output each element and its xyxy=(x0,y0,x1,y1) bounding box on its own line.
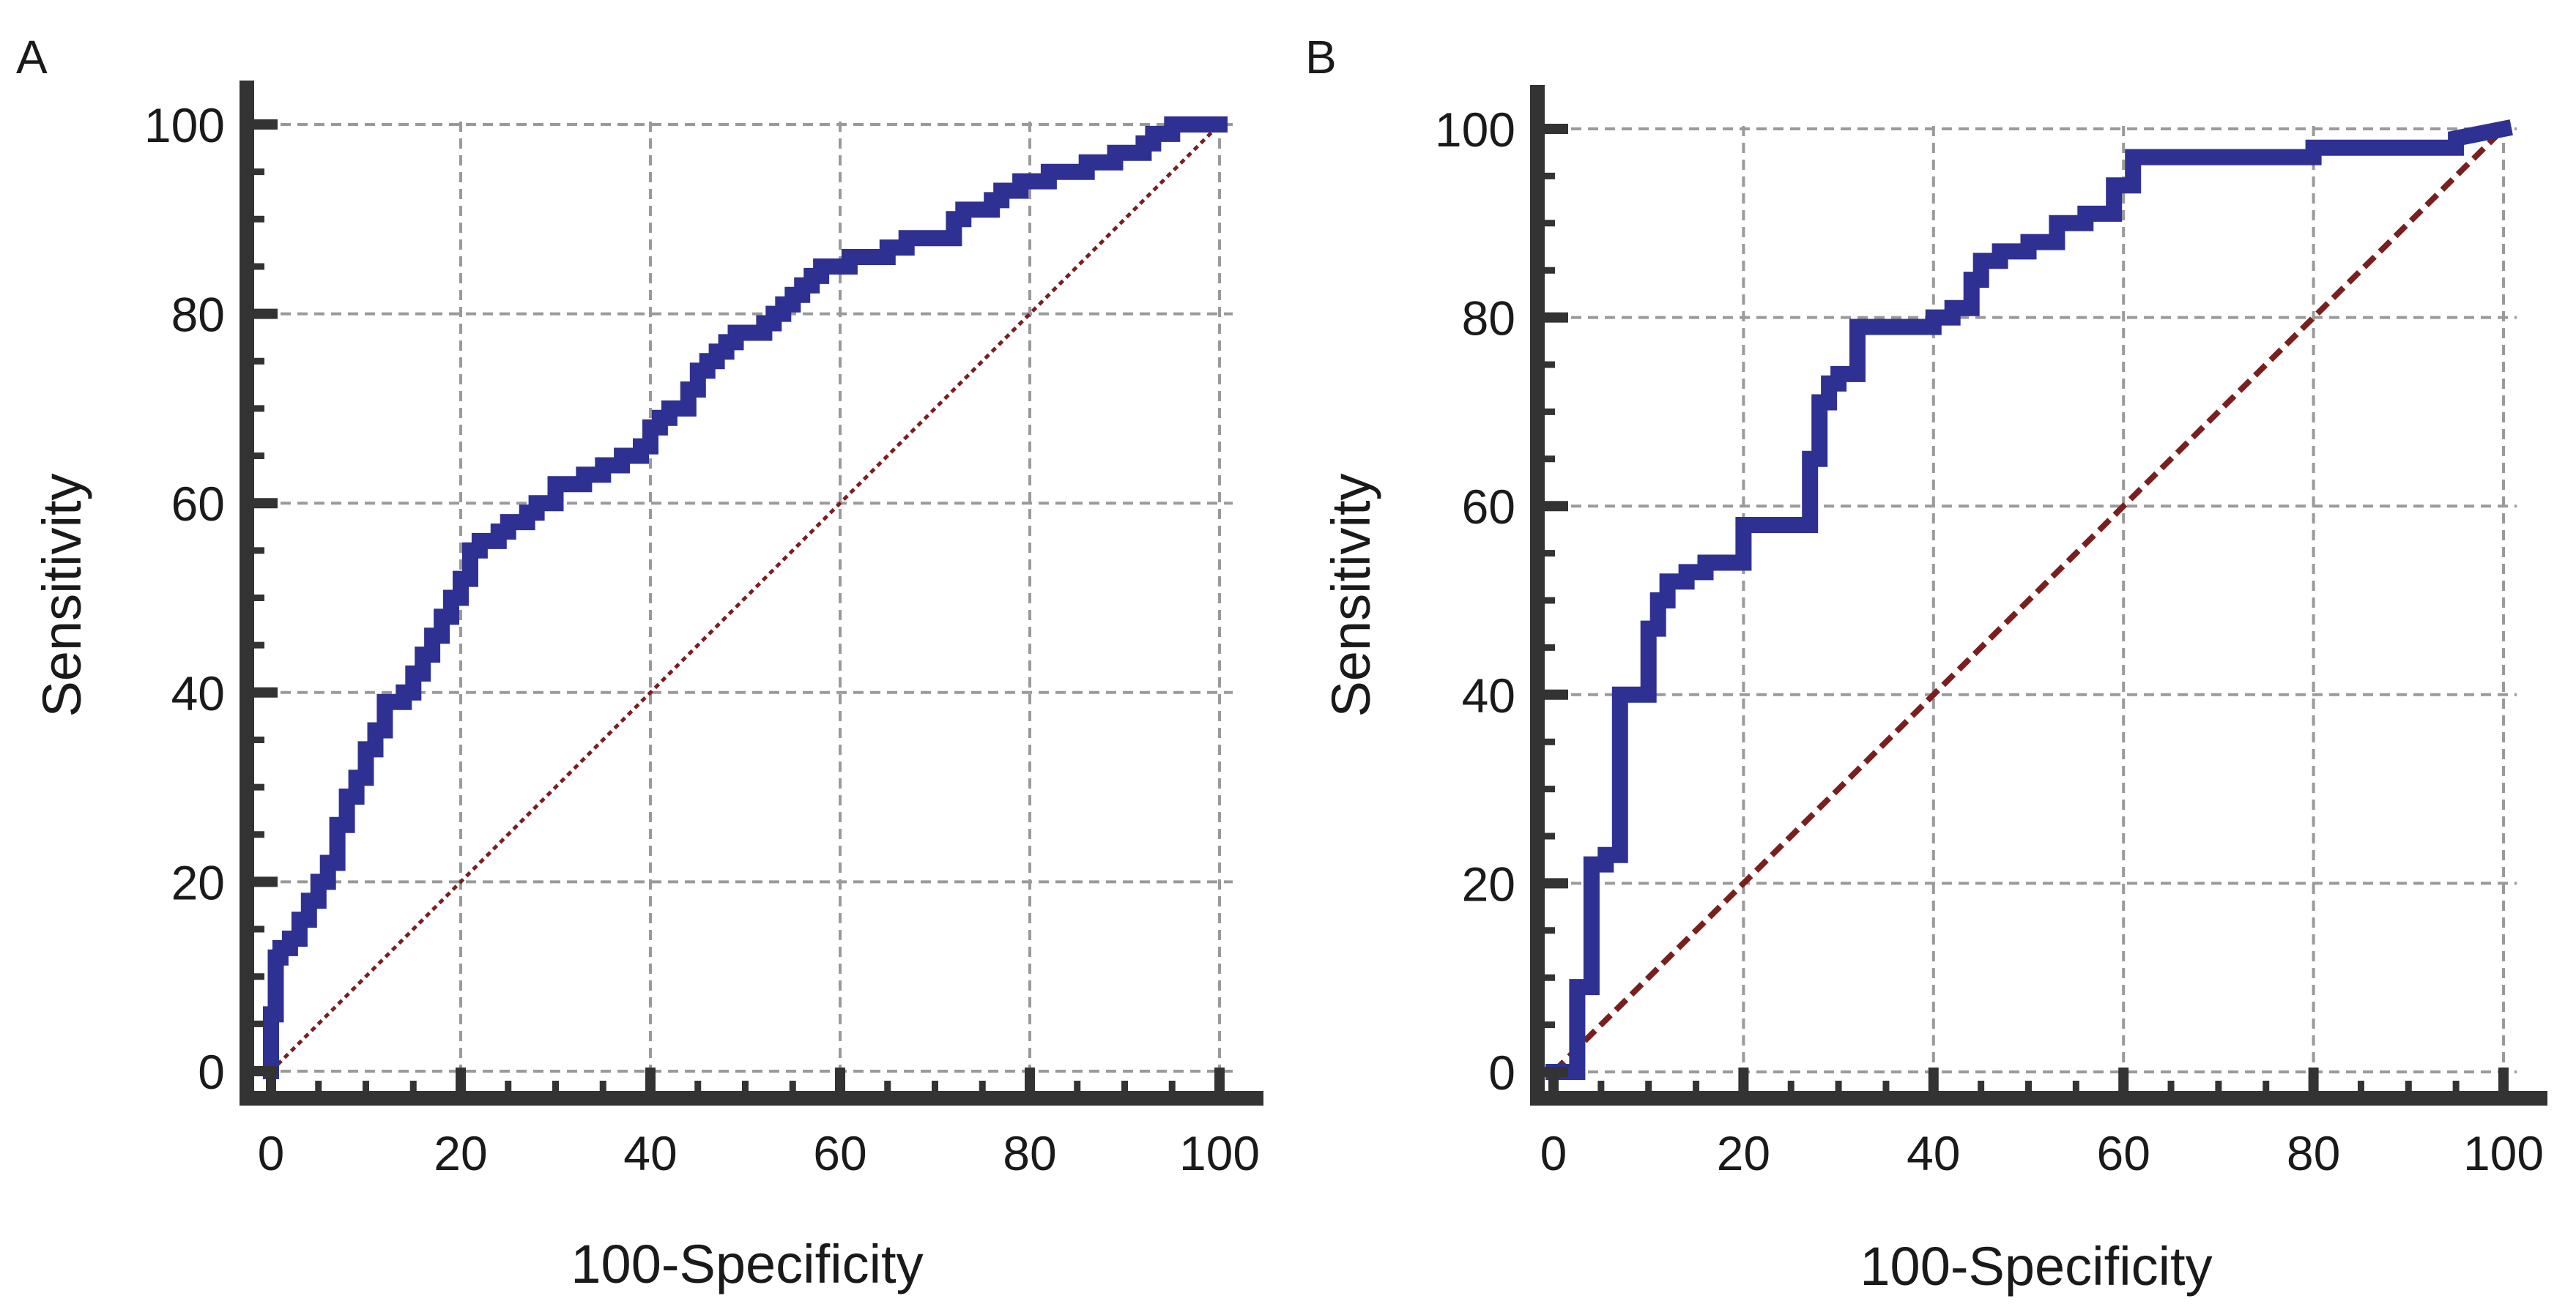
y-tick-label: 100 xyxy=(144,98,225,152)
y-tick-label: 20 xyxy=(171,855,225,909)
x-tick-label: 20 xyxy=(434,1126,487,1180)
x-tick-label: 40 xyxy=(623,1126,677,1180)
x-tick-label: 100 xyxy=(1179,1126,1260,1180)
y-tick-label: 100 xyxy=(1435,103,1515,157)
x-tick-label: 0 xyxy=(258,1126,285,1180)
x-tick-label: 100 xyxy=(2463,1126,2544,1180)
tick-labels: 0 20 40 60 80 100 0 20 40 60 80 100 xyxy=(144,98,1260,1180)
y-tick-label: 0 xyxy=(1488,1046,1515,1100)
grid xyxy=(1537,126,2517,1098)
x-tick-label: 40 xyxy=(1907,1126,1960,1180)
y-tick-label: 80 xyxy=(1462,291,1515,346)
grid xyxy=(247,122,1233,1098)
x-tick-label: 60 xyxy=(813,1126,866,1180)
roc-curve xyxy=(1545,119,2513,1080)
reference-line-layer xyxy=(270,123,1221,1073)
axes xyxy=(240,81,1263,1106)
x-tick-label: 80 xyxy=(1003,1126,1056,1180)
x-tick-label: 20 xyxy=(1717,1126,1770,1180)
y-axis-label: Sensitivity xyxy=(1321,473,1381,717)
panel-label: B xyxy=(1305,31,1337,83)
x-axis-label: 100-Specificity xyxy=(1860,1236,2212,1297)
roc-curve-layer xyxy=(1545,119,2513,1080)
roc-panel-b: B 0 20 40 60 80 100 0 20 40 60 80 100 100-Specifici… xyxy=(1305,31,2547,1297)
roc-panel-a: A 0 20 40 60 80 100 0 20 40 60 80 100 100-Specifici… xyxy=(16,31,1263,1294)
y-tick-label: 80 xyxy=(171,288,225,342)
y-tick-label: 40 xyxy=(171,666,225,720)
roc-curve xyxy=(263,116,1228,1079)
reference-diagonal xyxy=(1551,127,2506,1074)
tick-labels: 0 20 40 60 80 100 0 20 40 60 80 100 xyxy=(1435,103,2544,1180)
y-tick-label: 60 xyxy=(171,477,225,531)
y-tick-label: 60 xyxy=(1462,480,1515,534)
x-axis-label: 100-Specificity xyxy=(571,1234,923,1294)
y-axis-label: Sensitivity xyxy=(31,473,92,717)
x-tick-label: 80 xyxy=(2287,1126,2340,1180)
y-tick-label: 20 xyxy=(1462,857,1515,911)
x-tick-label: 60 xyxy=(2096,1126,2150,1180)
reference-diagonal xyxy=(270,123,1221,1073)
axes xyxy=(1530,85,2547,1106)
reference-line-layer xyxy=(1551,127,2506,1074)
roc-curve-layer xyxy=(263,116,1228,1079)
y-tick-label: 0 xyxy=(198,1045,225,1099)
panel-label: A xyxy=(16,31,48,83)
x-tick-label: 0 xyxy=(1540,1126,1567,1180)
y-tick-label: 40 xyxy=(1462,668,1515,723)
